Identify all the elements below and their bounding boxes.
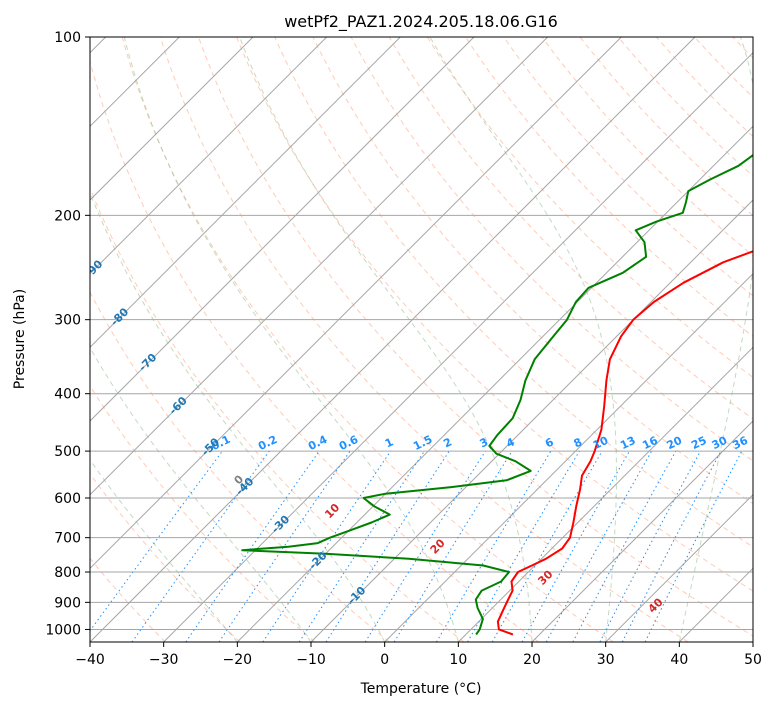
isotherm-line — [90, 37, 401, 349]
isotherm-line — [605, 493, 753, 642]
x-axis-label: Temperature (°C) — [360, 681, 482, 697]
dry-adiabat-line — [90, 557, 166, 642]
x-tick-label: 20 — [523, 652, 541, 668]
moist-adiabat-line — [429, 37, 617, 642]
y-tick-label: 200 — [54, 208, 81, 224]
isotherm-line — [90, 37, 622, 570]
dry-adiabat-line — [274, 37, 753, 548]
mixing-ratio-label: 16 — [640, 434, 660, 453]
x-tick-label: 10 — [449, 652, 467, 668]
isotherm-line — [90, 37, 696, 642]
y-tick-label: 300 — [54, 313, 81, 329]
y-tick-label: 900 — [54, 595, 81, 611]
x-tick-label: 30 — [597, 652, 615, 668]
dry-adiabat-line — [388, 37, 753, 420]
chart-title: wetPf2_PAZ1.2024.205.18.06.G16 — [284, 12, 558, 32]
mixing-ratio-line — [599, 450, 701, 642]
mixing-ratio-label: 13 — [618, 434, 637, 452]
dry-adiabat-line — [90, 291, 390, 642]
mixing-ratio-line — [262, 450, 392, 642]
isotherm-line — [90, 37, 475, 422]
dry-adiabat-line — [121, 37, 614, 642]
dry-adiabat-line — [90, 186, 465, 642]
moist-adiabat-line — [90, 346, 312, 642]
mixing-ratio-line — [298, 450, 425, 642]
y-tick-label: 100 — [54, 30, 81, 46]
mixing-ratio-line — [218, 450, 351, 642]
x-tick-label: −10 — [296, 652, 326, 668]
dry-adiabat-line — [503, 37, 753, 297]
y-tick-label: 1000 — [45, 622, 81, 638]
x-tick-label: −40 — [75, 652, 105, 668]
moist-adiabat-line — [90, 458, 238, 642]
x-tick-label: 40 — [670, 652, 688, 668]
axes: −40 −30 −20 −10 0 10 20 30 40 50 1000 900 800 700 600 5… — [45, 30, 762, 668]
mixing-ratio-label: 36 — [731, 434, 751, 453]
x-tick-label: −20 — [223, 652, 253, 668]
isotherm-line — [90, 37, 549, 496]
mixing-ratio-line — [364, 450, 486, 642]
mixing-ratio-line — [185, 450, 320, 642]
x-tick-label: 0 — [380, 652, 389, 668]
dry-adiabat-line — [312, 37, 753, 505]
moist-adiabat-line — [90, 191, 386, 642]
plot-frame — [89, 36, 754, 643]
moist-adiabat-line — [123, 37, 459, 642]
dry-adiabat-line — [90, 472, 241, 642]
dry-adiabat-line — [159, 37, 689, 642]
isotherm-line — [90, 37, 254, 201]
mixing-ratio-line — [572, 450, 677, 642]
isotherm-line — [90, 37, 328, 275]
dry-adiabat-line — [90, 59, 540, 642]
y-tick-label: 700 — [54, 531, 81, 547]
mixing-ratio-label: 25 — [689, 434, 708, 452]
mixing-ratio-line — [467, 450, 580, 642]
y-axis-label: Pressure (hPa) — [12, 289, 28, 389]
dewpoint-profile-line — [241, 153, 753, 636]
isotherm-line — [384, 272, 753, 642]
temperature-profile-line — [496, 250, 753, 636]
moist-adiabat-line — [239, 37, 533, 642]
mixing-ratio-label: 20 — [665, 434, 685, 453]
y-tick-label: 500 — [54, 444, 81, 460]
mixing-ratio-line — [325, 450, 450, 642]
dry-adiabat-line — [350, 37, 753, 462]
dry-adiabat-line — [236, 37, 753, 592]
dry-adiabat-line — [90, 384, 316, 642]
mixing-ratio-label: 30 — [710, 434, 730, 453]
mixing-ratio-label: 10 — [591, 434, 611, 453]
mixing-ratio-line — [393, 450, 513, 642]
isotherm-line — [163, 51, 753, 642]
y-tick-label: 400 — [54, 387, 81, 403]
mixing-ratio-line — [435, 450, 552, 642]
y-tick-label: 800 — [54, 565, 81, 581]
isotherm-line — [457, 346, 753, 642]
x-tick-label: 50 — [744, 652, 762, 668]
isotherm-line — [310, 199, 753, 642]
isotherm-line — [531, 420, 753, 642]
x-tick-label: −30 — [149, 652, 179, 668]
isotherm-line — [236, 125, 753, 642]
y-tick-label: 600 — [54, 491, 81, 507]
sounding-profiles — [241, 153, 753, 636]
